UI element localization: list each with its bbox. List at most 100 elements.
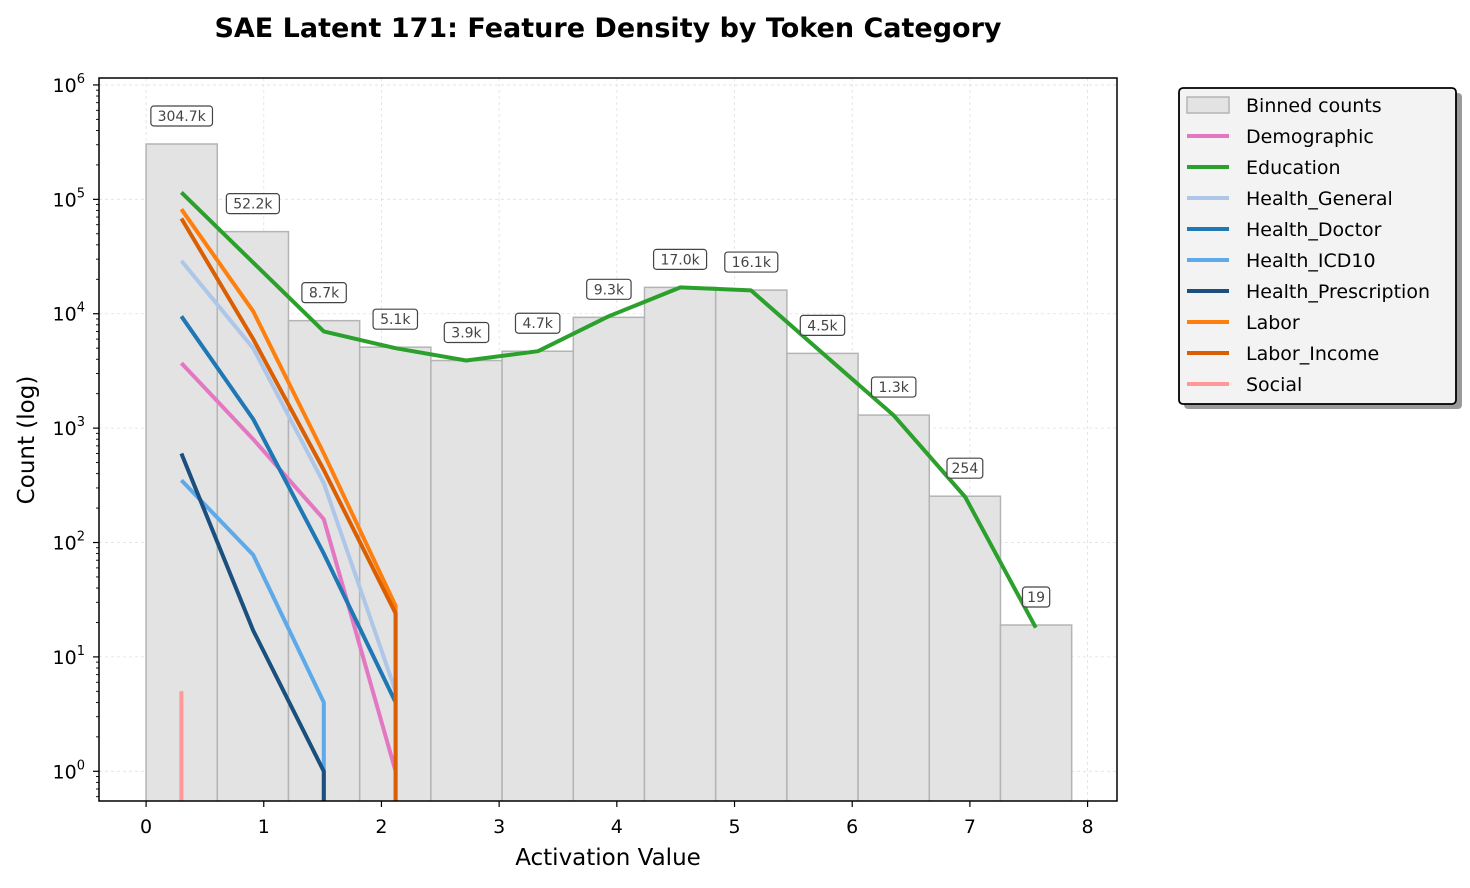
- bin-count-label: 9.3k: [586, 278, 632, 300]
- bin-count-label: 1.3k: [870, 376, 917, 398]
- legend-label: Binned counts: [1246, 95, 1382, 117]
- bin-count-label-box: [150, 105, 214, 127]
- bin-count-label-text: 9.3k: [594, 282, 625, 298]
- lines-layer: [179, 190, 1038, 801]
- bin-count-label-box: [586, 278, 632, 300]
- histogram-bar: [928, 495, 1002, 801]
- bin-count-label: 17.0k: [652, 248, 708, 270]
- y-tick-label: 103: [53, 415, 85, 440]
- y-tick-label: 100: [53, 758, 85, 783]
- x-tick-label: 7: [964, 816, 976, 838]
- bin-count-label-box: [799, 314, 846, 336]
- bin-count-label-box: [652, 248, 708, 270]
- x-tick-label: 5: [728, 816, 740, 838]
- legend-label: Labor: [1246, 312, 1300, 334]
- x-tick-label: 4: [611, 816, 623, 838]
- series-line-health-icd10: [179, 478, 326, 801]
- histogram-bar: [786, 352, 859, 801]
- legend-item: Health_Doctor: [1187, 219, 1382, 241]
- y-tick-label: 106: [53, 72, 85, 97]
- bin-count-label: 254: [946, 457, 984, 479]
- legend-item: Demographic: [1187, 126, 1374, 148]
- legend-label: Health_ICD10: [1246, 250, 1376, 272]
- legend: Binned counts Demographic Education Health_…: [1178, 87, 1462, 409]
- legend-entries: Binned counts Demographic Education Health_…: [1186, 95, 1430, 396]
- bin-count-label-text: 17.0k: [660, 252, 700, 268]
- bin-count-label: 4.5k: [799, 314, 846, 336]
- legend-item: Labor: [1187, 312, 1300, 334]
- bin-count-label-text: 304.7k: [158, 109, 207, 125]
- series-line-education: [180, 190, 1038, 629]
- series-line-demographic: [179, 361, 398, 772]
- y-tick-label: 101: [53, 644, 85, 669]
- bin-count-label-box: [514, 312, 561, 334]
- y-axis-label: Count (log): [14, 376, 40, 505]
- legend-label: Social: [1246, 374, 1302, 396]
- bin-count-label-box: [301, 282, 347, 304]
- x-tick-label: 6: [846, 816, 858, 838]
- y-tick-label: 104: [53, 301, 85, 326]
- x-tick-label: 2: [375, 816, 387, 838]
- bin-count-label-text: 254: [952, 461, 979, 477]
- bin-count-label-text: 5.1k: [380, 312, 411, 328]
- legend-label: Health_Prescription: [1246, 281, 1430, 303]
- histogram-bar: [572, 316, 646, 801]
- histogram-bar: [216, 230, 290, 801]
- bin-count-label: 19: [1021, 586, 1051, 608]
- x-tick-label: 8: [1082, 816, 1094, 838]
- legend-item: Education: [1187, 157, 1341, 179]
- x-tick-label: 1: [258, 816, 270, 838]
- y-axis: 100 101 102 103 104 105 106: [53, 72, 99, 798]
- bin-count-label-text: 8.7k: [309, 286, 340, 302]
- bin-count-label: 304.7k: [150, 105, 214, 127]
- series-line-health-doctor: [179, 315, 398, 704]
- histogram-bar: [643, 286, 717, 801]
- bin-count-label-box: [225, 193, 280, 215]
- legend-item: Social: [1187, 374, 1302, 396]
- bin-count-label-text: 3.9k: [451, 326, 482, 342]
- x-axis: 0 1 2 3 4 5 6 7 8: [140, 801, 1094, 838]
- bin-count-label: 3.9k: [443, 321, 490, 344]
- bin-count-label-box: [443, 321, 490, 344]
- legend-item: Health_ICD10: [1187, 250, 1376, 272]
- series-line-labor-income: [179, 217, 398, 801]
- bin-count-label-text: 16.1k: [732, 255, 772, 271]
- legend-swatch: [1186, 96, 1230, 114]
- legend-item: Labor_Income: [1187, 343, 1379, 365]
- x-tick-label: 3: [493, 816, 505, 838]
- bin-count-label-text: 52.2k: [233, 197, 273, 213]
- bin-count-label-text: 1.3k: [878, 380, 909, 396]
- series-line-health-general: [179, 259, 398, 692]
- bin-count-label-box: [724, 251, 779, 273]
- bars-layer: [145, 143, 1073, 801]
- legend-label: Education: [1246, 157, 1341, 179]
- bin-count-label: 8.7k: [301, 282, 347, 304]
- x-tick-label: 0: [140, 816, 152, 838]
- histogram-bar: [430, 359, 503, 801]
- x-axis-label: Activation Value: [515, 845, 701, 871]
- bin-count-label-text: 19: [1027, 590, 1045, 606]
- bin-count-label-box: [372, 308, 419, 330]
- histogram-bar: [999, 624, 1073, 801]
- legend-item: Health_Prescription: [1187, 281, 1430, 303]
- legend-label: Health_Doctor: [1246, 219, 1382, 241]
- chart-title: SAE Latent 171: Feature Density by Token…: [214, 13, 1001, 44]
- labels-layer: 304.7k 52.2k 8.7k 5.1k 3.9k 4.7k 9.3k 17.0k 16.1…: [150, 105, 1051, 608]
- legend-item: Health_General: [1187, 188, 1393, 210]
- histogram-bar: [501, 350, 575, 801]
- bin-count-label-box: [870, 376, 917, 398]
- legend-label: Labor_Income: [1246, 343, 1379, 365]
- bin-count-label: 52.2k: [225, 193, 280, 215]
- legend-label: Health_General: [1246, 188, 1393, 210]
- y-tick-label: 102: [53, 530, 85, 555]
- bin-count-label: 16.1k: [724, 251, 779, 273]
- bin-count-label: 5.1k: [372, 308, 419, 330]
- bin-count-label-text: 4.5k: [807, 318, 838, 334]
- bin-count-label-box: [1021, 586, 1051, 608]
- legend-label: Demographic: [1246, 126, 1374, 148]
- bin-count-label: 4.7k: [514, 312, 561, 334]
- histogram-bar: [857, 414, 931, 801]
- histogram-bar: [714, 289, 788, 801]
